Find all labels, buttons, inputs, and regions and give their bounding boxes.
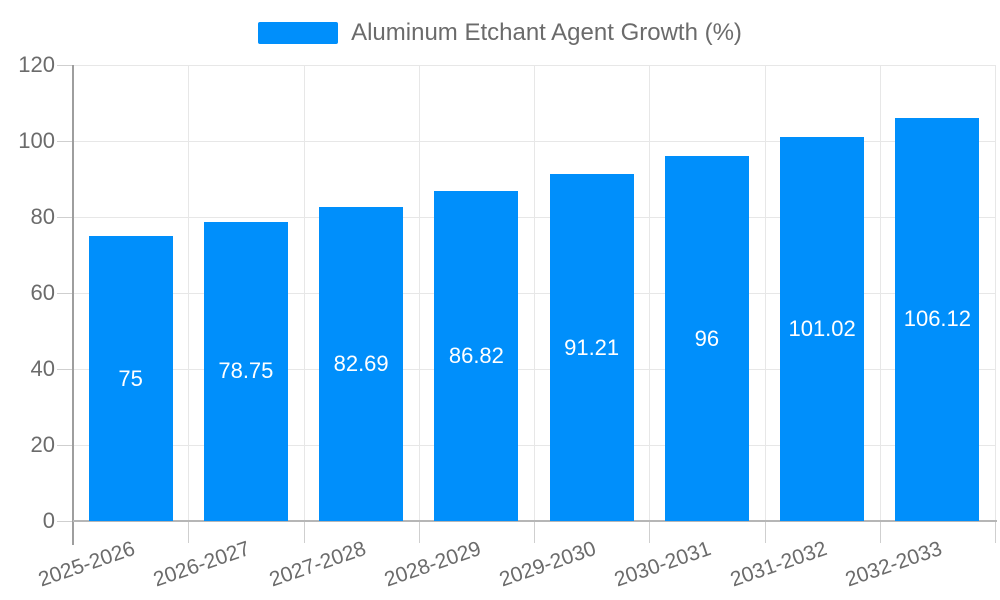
x-gridline — [188, 65, 190, 521]
bar — [319, 206, 404, 521]
x-axis-label: 2027-2028 — [266, 537, 369, 592]
x-axis-tick — [879, 521, 881, 543]
y-axis-label: 60 — [30, 280, 55, 305]
x-axis-tick — [418, 521, 420, 543]
bar — [895, 117, 980, 521]
x-gridline — [418, 65, 420, 521]
y-axis-tick — [57, 217, 73, 218]
x-axis-line — [73, 520, 997, 522]
x-gridline — [764, 65, 766, 521]
y-axis-line — [72, 65, 74, 545]
y-axis-label: 80 — [30, 204, 55, 229]
bar-value-label: 96 — [694, 325, 720, 351]
legend-label: Aluminum Etchant Agent Growth (%) — [351, 19, 742, 46]
bar-value-label: 78.75 — [218, 358, 274, 384]
y-axis-label: 120 — [18, 52, 55, 77]
x-gridline — [879, 65, 881, 521]
bar-value-label: 75 — [118, 365, 143, 391]
y-axis-tick — [57, 521, 73, 522]
bar — [434, 191, 519, 521]
y-axis-tick — [57, 293, 73, 294]
x-axis-tick — [534, 521, 535, 543]
bar — [780, 137, 865, 521]
bar-value-label: 91.21 — [564, 334, 620, 360]
bar-value-label: 86.82 — [448, 343, 504, 369]
y-axis-label: 0 — [42, 508, 55, 533]
y-axis-label: 40 — [30, 356, 55, 381]
x-axis-label: 2030-2031 — [611, 537, 715, 592]
x-axis-label: 2031-2032 — [727, 537, 830, 592]
x-axis-label: 2028-2029 — [381, 537, 484, 592]
bar — [203, 221, 288, 521]
y-axis-tick — [57, 369, 73, 370]
x-axis-label: 2029-2030 — [496, 537, 600, 592]
x-axis-tick — [764, 521, 766, 543]
bar-value-label: 101.02 — [788, 316, 856, 342]
x-axis-tick — [649, 521, 651, 543]
bar-value-label: 106.12 — [903, 306, 972, 332]
x-axis-tick — [303, 521, 305, 543]
x-gridline — [649, 65, 651, 521]
bar — [549, 174, 634, 521]
x-axis-label: 2026-2027 — [150, 537, 254, 592]
x-axis-label: 2025-2026 — [35, 537, 139, 592]
y-axis-tick — [57, 65, 73, 66]
y-axis-label: 20 — [30, 432, 55, 457]
y-axis-tick — [57, 141, 73, 142]
x-gridline — [534, 65, 535, 521]
x-axis-tick — [995, 521, 996, 543]
y-axis-tick — [57, 445, 73, 446]
legend-swatch — [258, 22, 339, 44]
x-gridline — [303, 65, 305, 521]
x-axis-tick — [188, 521, 190, 543]
x-axis-label: 2032-2033 — [842, 537, 945, 592]
legend[interactable]: Aluminum Etchant Agent Growth (%) — [0, 18, 1000, 48]
bar-value-label: 82.69 — [333, 350, 389, 376]
bar — [664, 156, 749, 521]
y-axis-label: 100 — [18, 128, 55, 153]
bar — [88, 236, 173, 521]
x-gridline — [995, 65, 996, 521]
